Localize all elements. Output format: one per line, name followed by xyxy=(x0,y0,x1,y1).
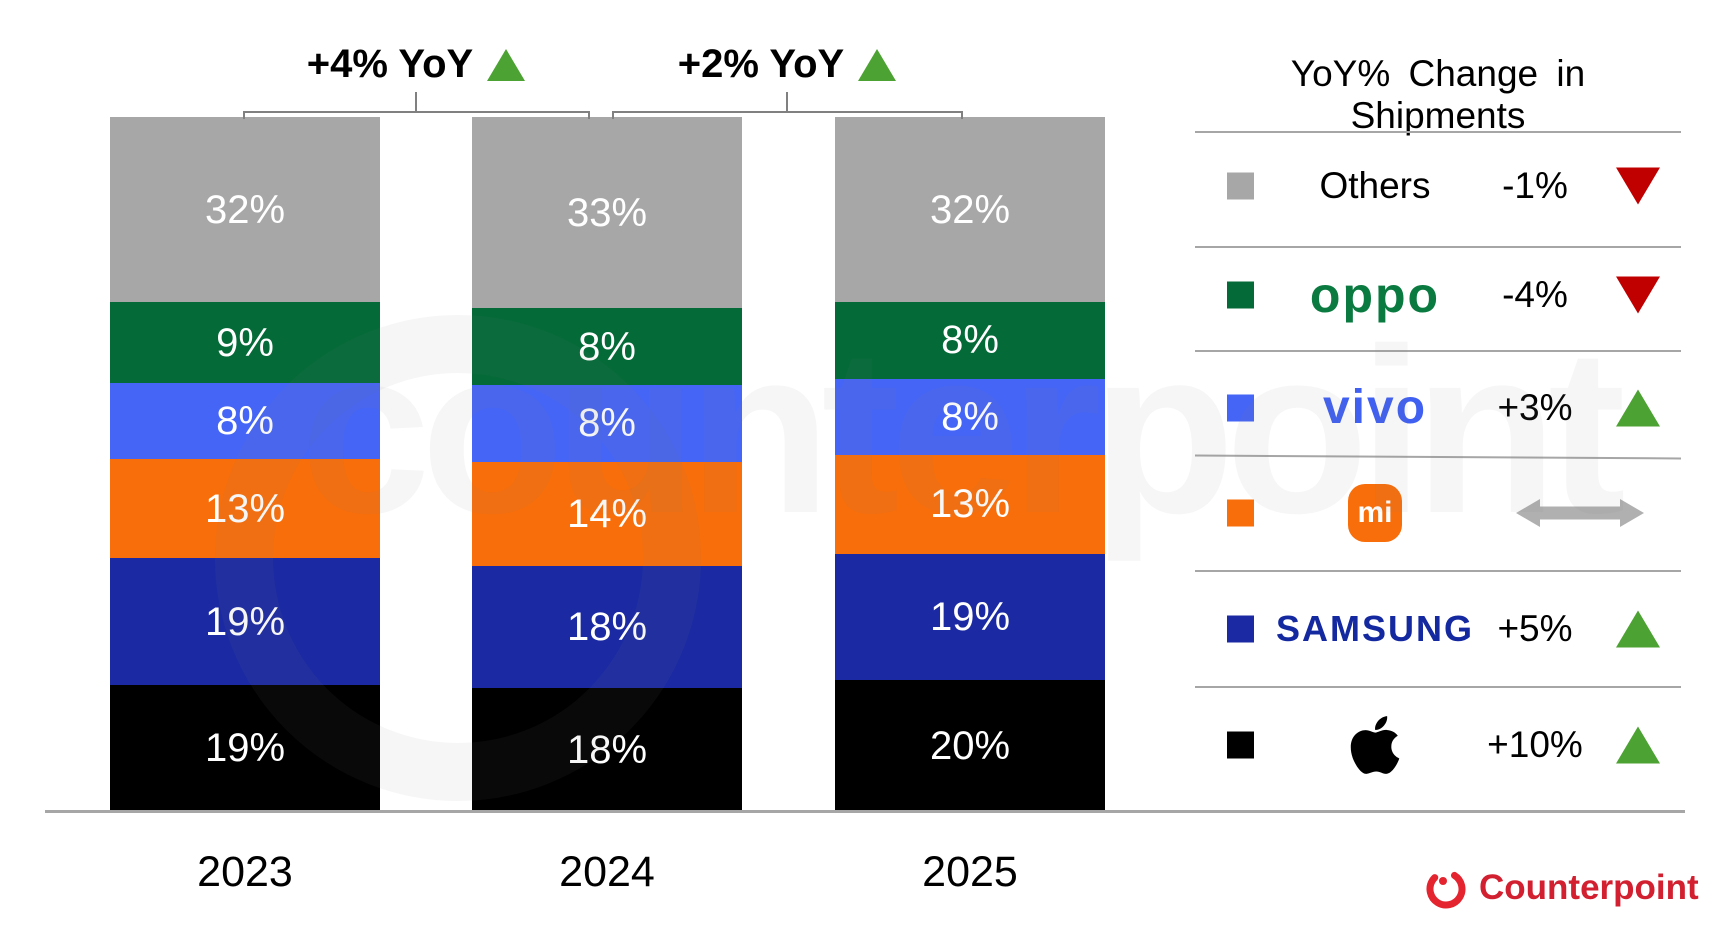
segment-value-label: 33% xyxy=(566,190,648,235)
segment-value-label: 19% xyxy=(204,599,286,644)
bracket-line-2 xyxy=(612,111,963,113)
vivo-logo: vivo xyxy=(1322,381,1428,434)
segment-value-label: 8% xyxy=(578,324,636,369)
bar-segment-others: 32% xyxy=(110,117,380,303)
up-triangle-icon xyxy=(1616,389,1660,427)
up-triangle-icon xyxy=(487,48,526,81)
segment-value-label: 19% xyxy=(929,595,1011,640)
segment-value-label: 18% xyxy=(566,605,648,650)
others-swatch xyxy=(1227,172,1254,200)
flat-double-arrow-icon xyxy=(1516,499,1644,527)
bar-segment-xiaomi: 13% xyxy=(110,459,380,559)
bracket-tick xyxy=(612,111,614,119)
yoy-annotation-label: +4% YoY xyxy=(306,42,474,86)
bracket-tick xyxy=(588,111,590,119)
legend-separator xyxy=(1195,686,1681,688)
up-triangle-icon xyxy=(1616,726,1660,764)
counterpoint-logo: Counterpoint xyxy=(1422,862,1699,914)
segment-value-label: 32% xyxy=(204,187,286,232)
bar-segment-vivo: 8% xyxy=(110,383,380,460)
down-triangle-icon xyxy=(1616,167,1660,205)
legend-title: YoY% Change in Shipments xyxy=(1290,53,1586,136)
others-label: Others xyxy=(1319,165,1431,206)
yoy-annotation-2024-2025: +2% YoY xyxy=(607,42,967,87)
segment-value-label: 18% xyxy=(566,727,648,772)
yoy-annotation-2023-2024: +4% YoY xyxy=(236,42,596,87)
bar-segment-samsung: 19% xyxy=(110,558,380,685)
segment-value-label: 8% xyxy=(216,399,274,444)
counterpoint-wordmark: Counterpoint xyxy=(1479,868,1699,907)
apple-logo-icon xyxy=(1350,716,1400,774)
x-axis-label-2023: 2023 xyxy=(197,848,293,896)
oppo-logo: oppo xyxy=(1309,267,1441,323)
bar-segment-oppo: 8% xyxy=(472,308,742,386)
xiaomi-mi-logo: mi xyxy=(1255,484,1495,542)
segment-value-label: 14% xyxy=(566,491,648,536)
counterpoint-swirl-icon xyxy=(1426,869,1466,909)
bar-segment-others: 33% xyxy=(472,117,742,309)
samsung-logo: SAMSUNG xyxy=(1275,608,1474,649)
legend-row-apple: +10% xyxy=(1195,697,1681,793)
segment-value-label: 32% xyxy=(929,187,1011,232)
segment-value-label: 8% xyxy=(578,401,636,446)
bracket-line-1 xyxy=(243,111,590,113)
bar-segment-apple: 19% xyxy=(110,684,380,811)
segment-value-label: 20% xyxy=(929,723,1011,768)
x-axis-label-2025: 2025 xyxy=(922,848,1018,896)
legend-separator xyxy=(1195,246,1681,248)
bracket-tick xyxy=(415,92,417,111)
bar-segment-oppo: 9% xyxy=(110,302,380,384)
legend-row-samsung: SAMSUNG +5% xyxy=(1195,581,1681,677)
legend-row-others: Others -1% xyxy=(1195,138,1681,234)
legend-separator xyxy=(1195,570,1681,572)
stacked-bar-2023: 32% 9% 8% 13% 19% 19% xyxy=(110,117,380,811)
vivo-swatch xyxy=(1227,394,1254,422)
apple-swatch xyxy=(1227,731,1254,759)
bar-segment-xiaomi: 14% xyxy=(472,461,742,566)
samsung-swatch xyxy=(1227,615,1254,643)
bar-segment-vivo: 8% xyxy=(835,378,1105,455)
up-triangle-icon xyxy=(858,48,897,81)
bar-segment-samsung: 19% xyxy=(835,553,1105,681)
others-change-value: -1% xyxy=(1502,165,1568,206)
oppo-swatch xyxy=(1227,281,1254,309)
segment-value-label: 13% xyxy=(929,482,1011,527)
legend-separator xyxy=(1195,131,1681,133)
oppo-change-value: -4% xyxy=(1502,274,1568,315)
segment-value-label: 8% xyxy=(941,394,999,439)
samsung-change-value: +5% xyxy=(1497,608,1573,649)
legend-row-oppo: oppo -4% xyxy=(1195,247,1681,343)
bar-segment-samsung: 18% xyxy=(472,565,742,689)
apple-logo xyxy=(1255,712,1495,778)
bracket-tick xyxy=(961,111,963,119)
legend-separator xyxy=(1195,350,1681,352)
down-triangle-icon xyxy=(1616,276,1660,314)
segment-value-label: 8% xyxy=(941,318,999,363)
bar-segment-others: 32% xyxy=(835,117,1105,303)
stacked-bar-2025: 32% 8% 8% 13% 19% 20% xyxy=(835,117,1105,811)
x-axis-line xyxy=(45,810,1685,813)
bar-segment-apple: 20% xyxy=(835,680,1105,811)
segment-value-label: 19% xyxy=(204,725,286,770)
segment-value-label: 9% xyxy=(216,320,274,365)
bar-segment-apple: 18% xyxy=(472,688,742,811)
legend-row-vivo: vivo +3% xyxy=(1195,360,1681,456)
x-axis-label-2024: 2024 xyxy=(559,848,655,896)
vivo-change-value: +3% xyxy=(1497,387,1573,428)
xiaomi-swatch xyxy=(1227,499,1254,527)
yoy-annotation-label: +2% YoY xyxy=(677,42,845,86)
apple-change-value: +10% xyxy=(1487,724,1583,765)
stacked-bar-2024: 33% 8% 8% 14% 18% 18% xyxy=(472,117,742,811)
bar-segment-oppo: 8% xyxy=(835,302,1105,379)
up-triangle-icon xyxy=(1616,610,1660,648)
segment-value-label: 13% xyxy=(204,486,286,531)
bracket-tick xyxy=(786,92,788,111)
bar-segment-xiaomi: 13% xyxy=(835,454,1105,554)
legend-row-xiaomi: mi xyxy=(1195,465,1681,561)
bar-segment-vivo: 8% xyxy=(472,385,742,462)
xiaomi-mi-badge: mi xyxy=(1348,484,1402,542)
bracket-tick xyxy=(243,111,245,119)
